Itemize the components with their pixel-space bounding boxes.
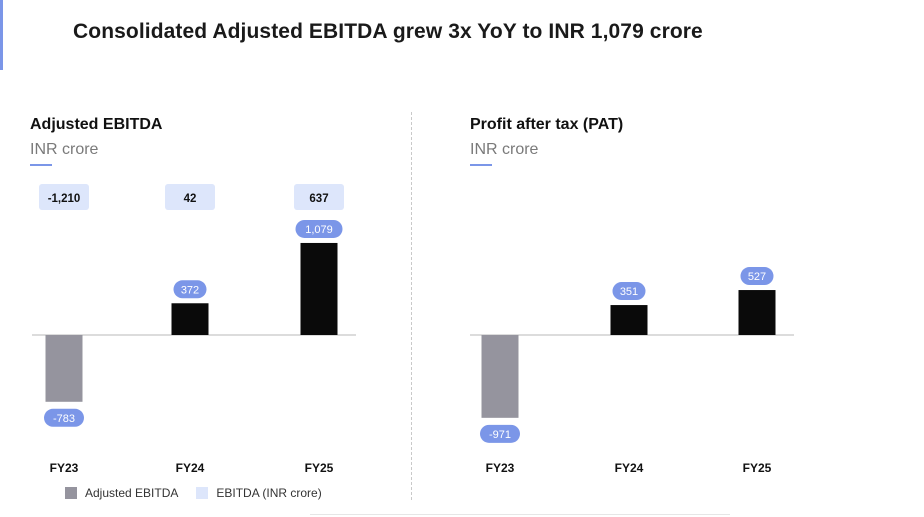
right-tick-fy23: FY23 (486, 461, 515, 475)
left-tick-fy23: FY23 (50, 461, 79, 475)
accent-bar (0, 0, 3, 70)
left-tick-fy24: FY24 (176, 461, 205, 475)
ebitda-box-fy25 (294, 184, 344, 210)
left-chart-plot: -783 FY23 372 FY24 1,079 FY25 -1,210 42 637 (32, 184, 356, 475)
legend-label-adjusted-ebitda: Adjusted EBITDA (85, 486, 179, 500)
right-tick-fy25: FY25 (743, 461, 772, 475)
ebitda-value-fy24: 42 (184, 193, 197, 205)
right-bar-fy23 (481, 335, 519, 418)
right-bar-fy24 (610, 305, 648, 335)
right-tick-fy24: FY24 (615, 461, 644, 475)
bottom-rule (310, 514, 730, 515)
right-subtitle-underline (470, 164, 492, 166)
right-value-label-fy25-pill (740, 267, 774, 286)
legend: Adjusted EBITDA EBITDA (INR crore) (65, 486, 340, 500)
page-title: Consolidated Adjusted EBITDA grew 3x YoY… (73, 20, 703, 43)
right-value-label-fy24: 351 (620, 286, 638, 298)
left-value-label-fy23-pill (44, 408, 84, 427)
left-value-label-fy24-pill (173, 280, 207, 299)
left-bar-fy23 (45, 335, 83, 402)
right-value-label-fy25: 527 (748, 271, 766, 283)
right-value-label-fy23: -971 (489, 429, 511, 441)
ebitda-box-fy24 (165, 184, 215, 210)
left-bar-fy24 (171, 303, 209, 335)
ebitda-value-fy23: -1,210 (48, 193, 81, 205)
left-value-label-fy25-pill (295, 219, 343, 238)
left-chart-subtitle: INR crore (30, 141, 99, 158)
left-subtitle-underline (30, 164, 52, 166)
right-chart-title: Profit after tax (PAT) (470, 116, 623, 133)
left-bar-fy25 (300, 242, 338, 335)
right-chart-subtitle: INR crore (470, 141, 539, 158)
legend-item-ebitda: EBITDA (INR crore) (196, 486, 322, 500)
left-value-label-fy25: 1,079 (305, 224, 333, 236)
chart-divider (411, 112, 412, 500)
left-tick-fy25: FY25 (305, 461, 334, 475)
legend-swatch-adjusted-ebitda (65, 487, 77, 499)
legend-label-ebitda: EBITDA (INR crore) (216, 486, 322, 500)
left-value-label-fy23: -783 (53, 413, 75, 425)
ebitda-box-fy23 (39, 184, 89, 210)
right-value-label-fy23-pill (480, 424, 520, 443)
right-chart-plot: -971 FY23 351 FY24 527 FY25 (470, 267, 794, 475)
left-value-label-fy24: 372 (181, 284, 199, 296)
left-chart-title: Adjusted EBITDA (30, 116, 163, 133)
right-value-label-fy24-pill (612, 282, 646, 301)
legend-swatch-ebitda (196, 487, 209, 499)
right-bar-fy25 (738, 290, 776, 335)
ebitda-value-fy25: 637 (309, 193, 328, 205)
legend-item-adjusted-ebitda: Adjusted EBITDA (65, 486, 178, 500)
